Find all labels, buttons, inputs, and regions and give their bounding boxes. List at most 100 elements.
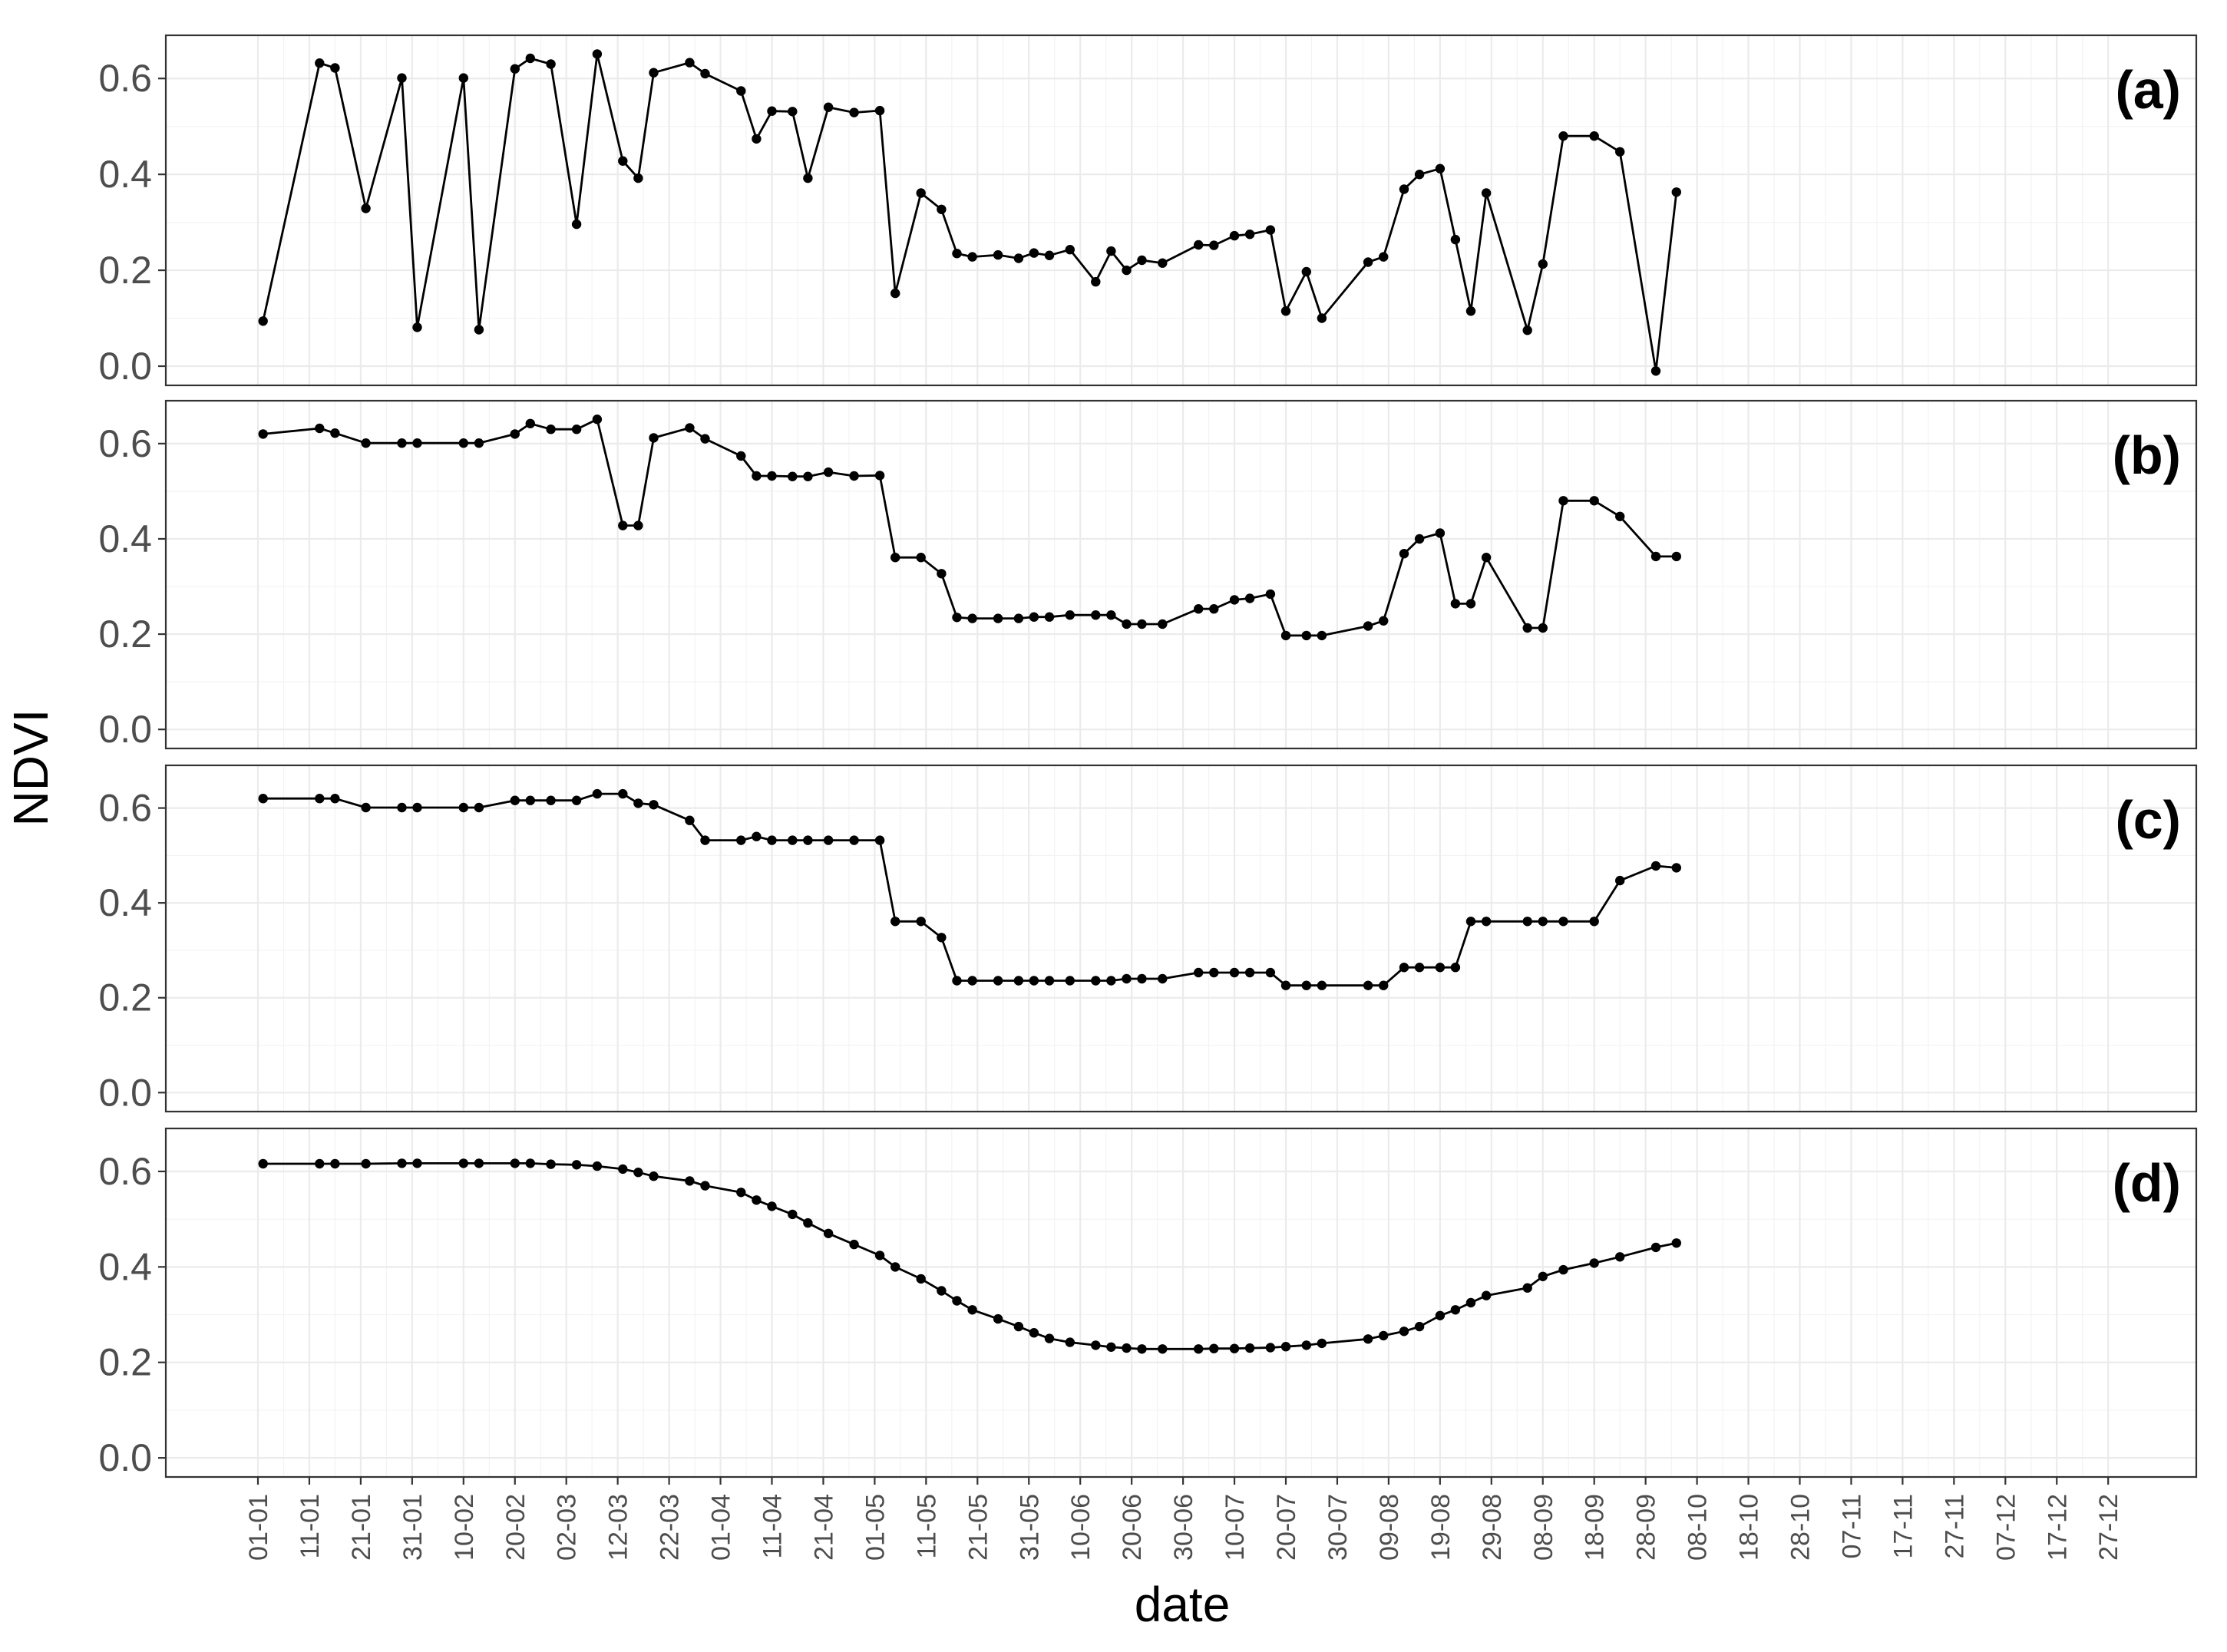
data-point: [458, 438, 468, 448]
data-point: [1029, 976, 1039, 986]
y-tick-label: 0.2: [98, 613, 152, 656]
data-point: [788, 835, 798, 845]
data-point: [1029, 248, 1039, 258]
data-point: [525, 418, 535, 428]
data-point: [525, 1158, 535, 1168]
x-tick-label: 08-09: [1529, 1494, 1558, 1561]
data-point: [633, 520, 643, 530]
data-point: [849, 471, 859, 481]
data-point: [952, 249, 962, 259]
data-point: [967, 252, 977, 262]
data-point: [937, 933, 947, 943]
data-point: [752, 831, 762, 841]
x-tick-label: 12-03: [604, 1494, 633, 1561]
panel-border: [164, 34, 2198, 387]
data-point: [890, 553, 900, 563]
data-point: [592, 415, 603, 425]
data-point: [1229, 1343, 1240, 1353]
data-point: [510, 795, 520, 805]
data-point: [752, 134, 762, 144]
data-point: [1265, 967, 1276, 978]
y-tick-label: 0.2: [98, 1341, 152, 1384]
data-point: [788, 471, 798, 481]
data-point: [890, 917, 900, 927]
data-point: [993, 249, 1003, 260]
data-point: [618, 788, 628, 799]
data-point: [1481, 188, 1492, 198]
data-point: [1558, 131, 1568, 141]
y-tick-label: 0.6: [98, 57, 152, 100]
data-point: [618, 520, 628, 530]
data-point: [361, 438, 371, 448]
data-point: [1301, 630, 1312, 641]
data-point: [330, 794, 340, 804]
data-point: [823, 1228, 834, 1239]
data-point: [1265, 225, 1276, 235]
data-point: [474, 802, 484, 813]
panel-border: [164, 764, 2198, 1113]
data-point: [1317, 313, 1327, 323]
data-point: [1589, 1258, 1599, 1268]
data-point: [803, 173, 813, 183]
data-point: [967, 976, 977, 986]
data-point: [700, 1181, 710, 1191]
data-point: [967, 613, 977, 623]
data-point: [1044, 250, 1055, 260]
data-point: [849, 107, 859, 117]
data-point: [1379, 252, 1389, 262]
data-point: [1244, 967, 1255, 978]
data-point: [1209, 240, 1219, 250]
x-tick-label: 08-10: [1683, 1494, 1713, 1561]
data-point: [1265, 1343, 1276, 1353]
data-point: [649, 1171, 659, 1181]
data-point: [736, 1188, 746, 1198]
data-point: [1013, 976, 1024, 986]
data-point: [823, 835, 834, 845]
data-point: [258, 1158, 268, 1169]
data-point: [1317, 1338, 1327, 1349]
data-point: [1522, 623, 1532, 633]
data-point: [849, 1239, 859, 1250]
data-point: [546, 425, 556, 434]
data-point: [1229, 230, 1240, 241]
data-point: [1414, 534, 1425, 544]
data-point: [1280, 630, 1291, 641]
series-panel-4: [258, 1158, 1681, 1354]
data-point: [767, 471, 777, 481]
data-point: [330, 428, 340, 438]
data-point: [510, 64, 520, 74]
data-point: [1044, 612, 1055, 622]
data-point: [874, 1251, 885, 1260]
data-point: [1615, 147, 1625, 157]
y-tick-layer: 0.0 0.2 0.4 0.6 0.0 0.2 0.4 0.6 0.0 0.2 0.4 0.6 0.0 0…: [98, 57, 166, 1479]
y-tick-label: 0.4: [98, 517, 152, 560]
data-point: [1558, 1264, 1568, 1275]
data-point: [510, 429, 520, 439]
data-point: [1209, 604, 1219, 614]
data-point: [1244, 593, 1255, 603]
data-point: [1650, 366, 1661, 376]
data-point: [458, 1158, 468, 1168]
y-tick-label: 0.0: [98, 708, 152, 751]
data-point: [916, 553, 926, 563]
data-point: [1209, 1343, 1219, 1353]
data-point: [1414, 963, 1425, 973]
data-point: [1091, 610, 1101, 620]
data-point: [525, 795, 535, 805]
data-point: [937, 569, 947, 579]
data-point: [571, 1160, 582, 1170]
data-point: [700, 68, 710, 79]
data-point: [618, 156, 628, 166]
data-point: [1522, 325, 1532, 335]
data-point: [916, 188, 926, 198]
panel-border: [164, 1127, 2198, 1479]
data-point: [633, 1168, 643, 1178]
x-tick-label: 11-04: [758, 1494, 788, 1558]
data-point: [592, 1161, 603, 1171]
panel-tag: (a): [2115, 60, 2181, 120]
data-point: [1122, 973, 1132, 984]
data-point: [1013, 253, 1024, 263]
data-point: [1671, 551, 1681, 562]
data-point: [1363, 621, 1373, 631]
data-point: [916, 1274, 926, 1284]
